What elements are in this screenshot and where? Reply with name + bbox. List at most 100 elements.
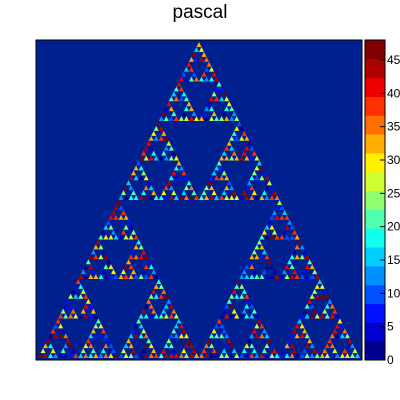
heatmap-cell	[70, 308, 76, 314]
heatmap-cell	[105, 338, 111, 344]
heatmap-cell	[339, 323, 345, 329]
heatmap-cell	[209, 185, 215, 191]
heatmap-cell	[244, 185, 250, 191]
heatmap-cell	[128, 185, 134, 191]
heatmap-cell	[193, 116, 199, 121]
heatmap-cell	[226, 298, 232, 304]
color-scale-segment	[365, 58, 385, 79]
heatmap-cell	[246, 298, 252, 304]
heatmap-cell	[261, 229, 267, 235]
heatmap-cell	[299, 244, 305, 250]
heatmap-cell	[128, 254, 134, 260]
heatmap-cell	[231, 111, 237, 117]
heatmap-cell	[276, 200, 283, 205]
heatmap-cell	[148, 274, 154, 279]
heatmap-cell	[146, 259, 152, 265]
heatmap-cell	[128, 264, 134, 270]
heatmap-cell	[234, 313, 240, 319]
heatmap-cell	[166, 298, 172, 304]
heatmap-cell	[334, 333, 340, 339]
heatmap-cell	[254, 274, 260, 279]
heatmap-cell	[103, 274, 109, 279]
heatmap-cell	[108, 214, 114, 220]
heatmap-cell	[156, 279, 162, 284]
heatmap-cell	[63, 333, 69, 339]
heatmap-cell	[138, 244, 144, 250]
heatmap-cell	[261, 328, 267, 334]
heatmap-cell	[133, 254, 139, 260]
heatmap-cell	[312, 348, 318, 354]
heatmap-cell	[284, 214, 290, 220]
heatmap-cell	[239, 353, 245, 358]
heatmap-cell	[60, 328, 66, 334]
heatmap-cell	[143, 303, 149, 309]
color-scale-segment	[365, 209, 385, 229]
color-scale-border	[364, 39, 386, 361]
heatmap-cell	[78, 313, 84, 319]
heatmap-cell	[173, 175, 179, 181]
heatmap-cell	[229, 106, 235, 112]
heatmap-cell	[259, 333, 265, 339]
heatmap-cell	[191, 71, 197, 77]
heatmap-cell	[246, 259, 252, 265]
heatmap-cell	[309, 353, 315, 358]
color-scale-segment	[365, 322, 385, 342]
heatmap-cell	[136, 318, 142, 324]
heatmap-cell	[131, 328, 137, 334]
heatmap-cell	[271, 269, 277, 275]
heatmap-cell	[126, 338, 132, 344]
heatmap-cell	[244, 145, 250, 151]
heatmap-cell	[163, 106, 169, 112]
heatmap-cell	[214, 165, 220, 171]
heatmap-cell	[251, 308, 257, 314]
heatmap-cell	[128, 274, 134, 279]
heatmap-cell	[319, 313, 325, 319]
heatmap-cell	[209, 106, 215, 112]
heatmap-cell	[148, 313, 154, 319]
heatmap-cell	[83, 313, 89, 319]
heatmap-cell	[143, 145, 149, 151]
heatmap-cell	[249, 155, 255, 161]
heatmap-cell	[261, 170, 267, 176]
heatmap-cell	[224, 303, 230, 309]
heatmap-cell	[334, 323, 340, 329]
heatmap-cell	[143, 195, 149, 200]
heatmap-cell	[63, 303, 69, 309]
heatmap-cell	[254, 165, 260, 171]
heatmap-cell	[188, 66, 194, 72]
heatmap-cell	[178, 86, 184, 92]
heatmap-cell	[126, 219, 132, 225]
heatmap-cell	[183, 175, 189, 181]
heatmap-cell	[103, 234, 109, 240]
heatmap-cell	[188, 195, 194, 200]
heatmap-cell	[284, 224, 290, 230]
heatmap-cell	[123, 234, 129, 240]
heatmap-cell	[173, 86, 179, 92]
heatmap-cell	[234, 293, 240, 299]
heatmap-cell	[304, 333, 310, 339]
heatmap-cell	[224, 195, 230, 200]
heatmap-cell	[166, 180, 172, 186]
heatmap-cell	[173, 96, 179, 102]
heatmap-cell	[231, 130, 237, 136]
heatmap-cell	[246, 338, 252, 344]
heatmap-cell	[121, 229, 127, 235]
color-scale-segment	[365, 115, 385, 135]
heatmap-cell	[299, 274, 305, 279]
heatmap-cell	[259, 244, 265, 250]
heatmap-cell	[322, 308, 328, 314]
heatmap-cell	[224, 343, 230, 349]
heatmap-cell	[226, 101, 232, 107]
heatmap-cell	[209, 76, 215, 82]
heatmap-cell	[168, 175, 174, 181]
heatmap-cell	[181, 71, 187, 77]
heatmap-cell	[229, 293, 235, 299]
heatmap-cell	[146, 180, 152, 186]
heatmap-cell	[309, 274, 315, 279]
heatmap-cell	[236, 121, 242, 126]
heatmap-cell	[68, 343, 74, 349]
heatmap-cell	[105, 219, 111, 225]
heatmap-cell	[158, 155, 164, 161]
heatmap-cell	[206, 180, 212, 186]
heatmap-cell	[138, 195, 144, 200]
